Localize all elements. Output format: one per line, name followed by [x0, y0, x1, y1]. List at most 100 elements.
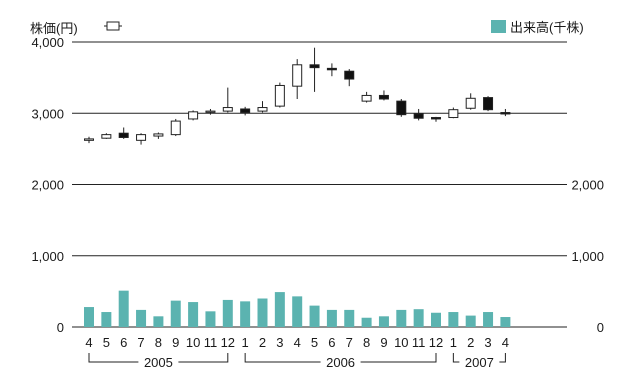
- candlestick: [170, 118, 181, 137]
- candlestick: [465, 93, 476, 110]
- volume-bar: [500, 317, 511, 327]
- candle-body: [361, 94, 372, 102]
- month-label: 1: [450, 335, 457, 350]
- y-left-tick-label: 0: [57, 320, 64, 335]
- volume-bar: [431, 312, 441, 327]
- year-label: 2006: [326, 355, 355, 370]
- candlestick: [448, 107, 459, 119]
- volume-bar: [222, 299, 233, 327]
- candle-body: [257, 107, 268, 112]
- candlestick: [344, 69, 355, 87]
- volume-bar: [361, 317, 372, 327]
- volume-bar: [240, 301, 251, 327]
- month-label: 10: [186, 335, 200, 350]
- candle-body: [344, 70, 355, 80]
- volume-bar: [465, 315, 476, 327]
- year-label: 2007: [465, 355, 494, 370]
- month-label: 11: [412, 335, 426, 350]
- month-label: 5: [311, 335, 318, 350]
- candle-body: [136, 134, 147, 141]
- candle-body: [240, 108, 251, 114]
- candle-body: [309, 64, 320, 69]
- candlestick: [136, 133, 147, 145]
- candlestick: [222, 87, 233, 113]
- month-label: 10: [394, 335, 408, 350]
- candle-body: [274, 84, 285, 107]
- month-label: 9: [380, 335, 387, 350]
- grid-lines: [72, 41, 567, 328]
- volume-bar: [118, 290, 129, 327]
- volume-bar: [413, 309, 424, 327]
- candle-body: [205, 110, 216, 113]
- volume-bar: [396, 309, 407, 327]
- year-label-bg: [459, 359, 500, 365]
- candlestick: [118, 127, 129, 139]
- month-label: 12: [221, 335, 235, 350]
- y-right-tick-label: 0: [597, 320, 604, 335]
- candlestick: [274, 82, 285, 108]
- candle-legend-icon: [104, 21, 122, 31]
- y-right-tick-label: 1,000: [571, 249, 604, 264]
- candlestick: [500, 108, 511, 117]
- year-bracket: 2007: [452, 353, 506, 370]
- volume-bar: [188, 302, 199, 327]
- volume-bars: [84, 290, 511, 327]
- volume-bar: [309, 305, 320, 327]
- candlestick: [413, 108, 424, 121]
- volume-bar: [84, 307, 94, 327]
- volume-bar: [101, 312, 112, 327]
- candlestick: [84, 136, 94, 144]
- month-label: 8: [363, 335, 370, 350]
- month-label: 7: [137, 335, 144, 350]
- y-left-tick-label: 3,000: [31, 106, 64, 121]
- candlestick: [205, 108, 216, 115]
- month-label: 4: [85, 335, 92, 350]
- month-label: 4: [502, 335, 509, 350]
- candlestick: [378, 90, 389, 101]
- candlestick: [240, 106, 251, 116]
- candle-body: [465, 97, 476, 109]
- month-label: 12: [429, 335, 443, 350]
- candle-body: [326, 67, 337, 71]
- volume-bar: [257, 298, 268, 327]
- month-label: 5: [103, 335, 110, 350]
- volume-bar: [153, 316, 164, 327]
- candle-body: [378, 94, 389, 100]
- volume-bar: [292, 296, 303, 327]
- year-bracket: 2005: [88, 353, 229, 370]
- chart-titles: 株価(円) 出来高(千株): [30, 20, 584, 36]
- candle-body: [222, 107, 233, 112]
- volume-bar: [326, 309, 337, 327]
- candlestick: [153, 132, 164, 139]
- candlestick: [309, 47, 320, 92]
- candlestick: [292, 59, 303, 99]
- month-label: 8: [155, 335, 162, 350]
- y-left-tick-label: 4,000: [31, 35, 64, 50]
- candlestick: [483, 96, 494, 112]
- year-label-bg: [320, 359, 361, 365]
- candle-body: [170, 120, 181, 136]
- y-right-tick-label: 2,000: [571, 178, 604, 193]
- candle-body: [101, 134, 112, 139]
- volume-axis-title: 出来高(千株): [510, 20, 584, 35]
- volume-bar: [274, 292, 285, 327]
- candle-body: [153, 133, 164, 137]
- volume-bar: [344, 309, 355, 327]
- month-label: 2: [259, 335, 266, 350]
- candle-body: [448, 109, 459, 119]
- candle-body: [431, 117, 441, 120]
- month-label: 3: [276, 335, 283, 350]
- volume-legend-swatch: [491, 20, 506, 33]
- month-label: 7: [346, 335, 353, 350]
- month-label: 1: [242, 335, 249, 350]
- candle-body: [84, 138, 94, 141]
- y-left-tick-label: 2,000: [31, 178, 64, 193]
- candlestick: [431, 116, 441, 122]
- year-bracket: 2006: [244, 353, 437, 370]
- volume-bar: [448, 312, 459, 327]
- volume-bar: [378, 316, 389, 327]
- volume-bar: [136, 309, 147, 327]
